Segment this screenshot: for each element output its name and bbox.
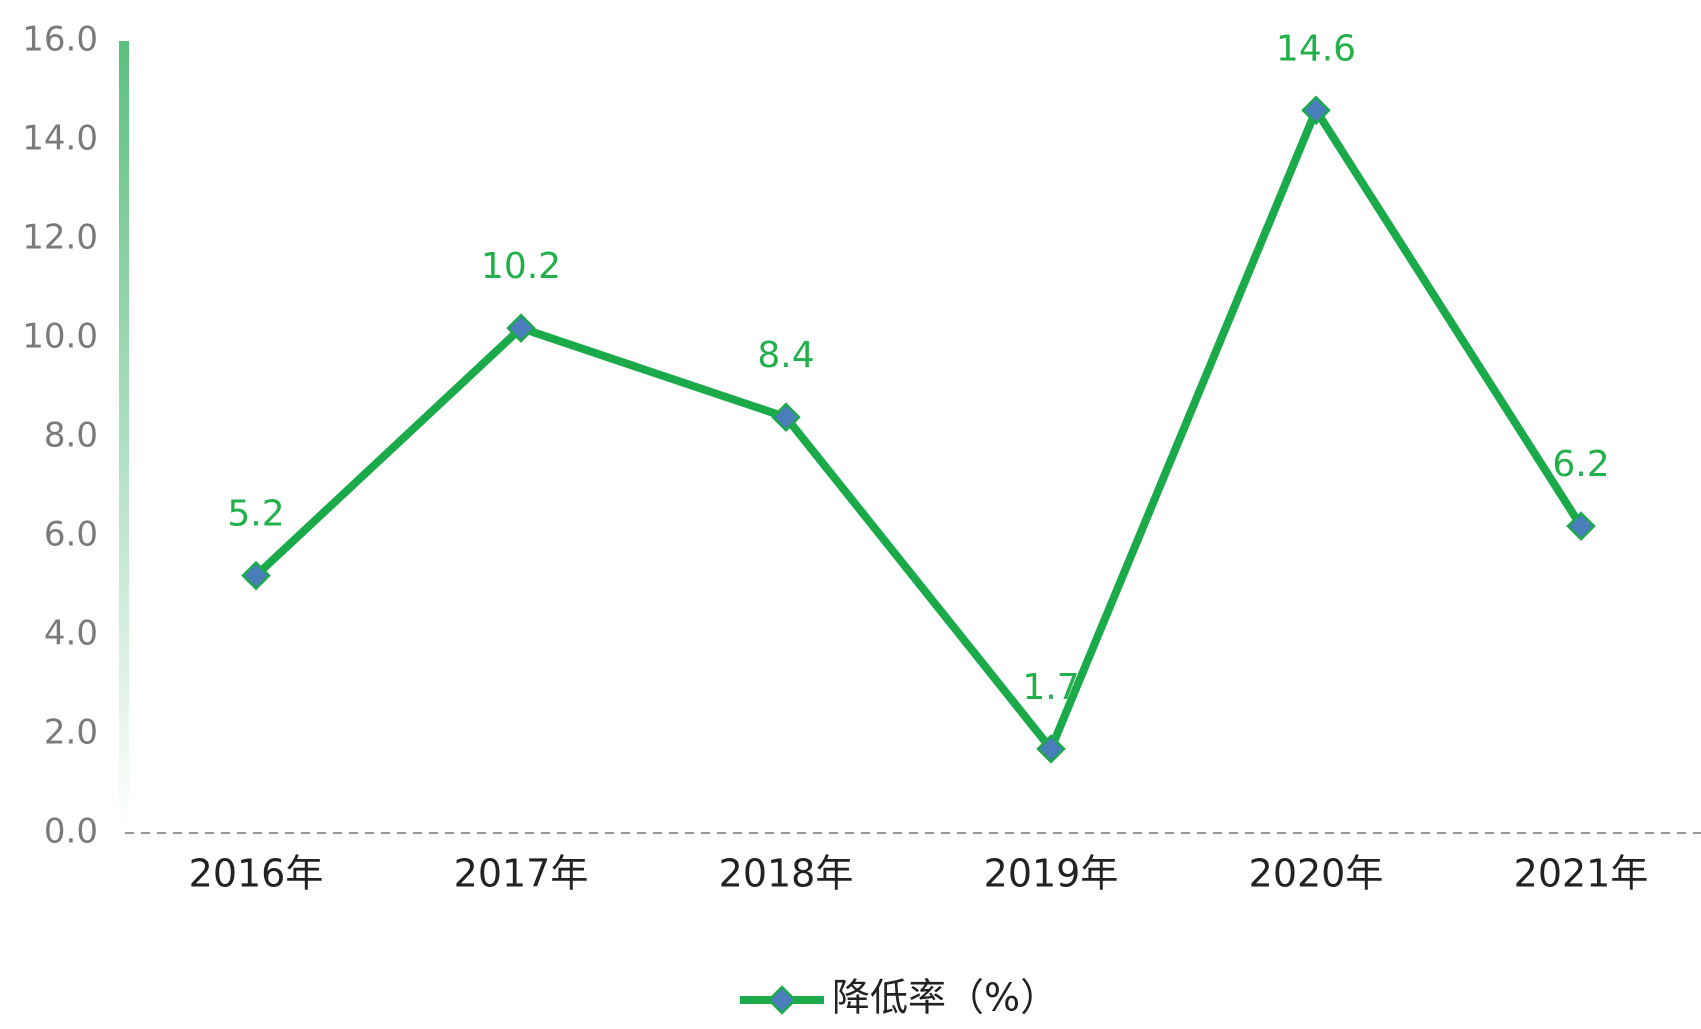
marker xyxy=(1301,95,1331,126)
y-tick-label: 0.0 xyxy=(44,812,98,852)
x-tick-label: 2019年 xyxy=(984,852,1119,896)
y-tick-label: 12.0 xyxy=(22,218,98,258)
data-label: 8.4 xyxy=(757,335,814,376)
data-label: 10.2 xyxy=(481,246,561,287)
y-tick-label: 2.0 xyxy=(44,713,98,753)
data-label: 14.6 xyxy=(1276,28,1356,69)
series-line xyxy=(253,106,1585,753)
y-axis-bar xyxy=(119,41,129,833)
data-label: 1.7 xyxy=(1022,667,1079,708)
x-tick-label: 2017年 xyxy=(454,852,589,896)
x-tick-label: 2020年 xyxy=(1249,852,1384,896)
marker xyxy=(1566,511,1596,541)
marker xyxy=(771,402,801,432)
y-tick-label: 6.0 xyxy=(44,515,98,555)
y-tick-label: 14.0 xyxy=(22,119,98,159)
legend-label: 降低率（%） xyxy=(832,976,1058,1020)
data-label: 6.2 xyxy=(1552,444,1609,485)
y-tick-label: 8.0 xyxy=(44,416,98,456)
data-label: 5.2 xyxy=(227,494,284,535)
marker xyxy=(241,560,271,591)
marker xyxy=(1036,734,1066,764)
x-tick-label: 2018年 xyxy=(719,852,854,896)
y-tick-label: 16.0 xyxy=(22,20,98,60)
x-tick-label: 2016年 xyxy=(189,852,324,896)
legend-marker xyxy=(767,985,797,1015)
x-tick-label: 2021年 xyxy=(1514,852,1649,896)
y-tick-label: 4.0 xyxy=(44,614,98,654)
y-tick-label: 10.0 xyxy=(22,317,98,357)
marker xyxy=(506,313,536,343)
